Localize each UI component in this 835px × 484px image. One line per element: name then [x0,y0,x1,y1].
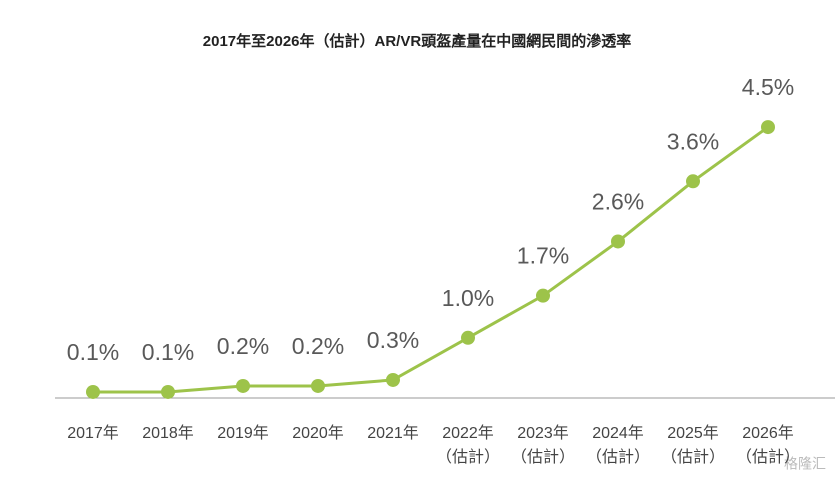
data-label: 0.2% [217,333,269,359]
data-label: 0.1% [142,339,194,365]
watermark: 格隆汇 [784,456,826,472]
x-tick-label: 2019年 [217,425,269,442]
data-label: 2.6% [592,189,644,215]
point [311,378,325,393]
x-tick-label: 2021年 [367,425,419,442]
point [461,330,475,345]
data-label: 0.1% [67,339,119,365]
point [686,174,700,189]
point [86,384,100,399]
point [236,378,250,393]
x-tick-label: 2018年 [142,425,194,442]
x-tick-label: 2023年 （估計） [510,425,575,466]
x-tick-label: 2026年 （估計） [735,425,800,466]
data-label: 4.5% [742,74,794,100]
data-label: 0.3% [367,327,419,353]
point [536,288,550,303]
data-label: 0.2% [292,333,344,359]
x-tick-label: 2022年 （估計） [435,425,500,466]
data-label: 1.7% [517,243,569,269]
x-tick-label: 2017年 [67,425,119,442]
line [93,125,769,394]
x-tick-label: 2024年 （估計） [585,425,650,466]
x-tick-label: 2020年 [292,425,344,442]
point [386,372,400,387]
x-tick-label: 2025年 （估計） [660,425,725,466]
point [761,120,775,135]
data-label: 1.0% [442,285,494,311]
data-label: 3.6% [667,128,719,154]
point [161,384,175,399]
chart-title: 2017年至2026年（估計）AR/VR頭盔產量在中國網民間的滲透率 [203,32,631,50]
point [611,234,625,249]
